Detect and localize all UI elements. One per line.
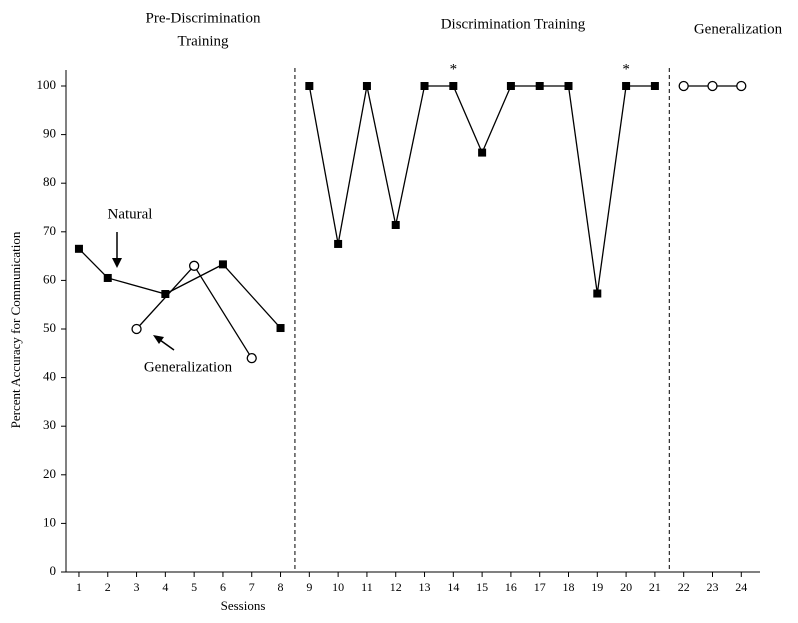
x-tick-label: 20 xyxy=(620,580,632,594)
annotation: Natural xyxy=(108,206,153,222)
x-tick-label: 5 xyxy=(191,580,197,594)
x-tick-label: 2 xyxy=(105,580,111,594)
marker xyxy=(305,82,314,90)
x-tick-label: 4 xyxy=(162,580,168,594)
y-tick-label: 0 xyxy=(50,563,57,578)
x-tick-label: 6 xyxy=(220,580,226,594)
x-tick-label: 7 xyxy=(249,580,255,594)
marker xyxy=(391,220,400,229)
marker xyxy=(650,82,659,90)
marker xyxy=(218,260,227,269)
y-tick-label: 40 xyxy=(43,369,56,384)
series-line xyxy=(308,85,655,294)
x-axis-title: Sessions xyxy=(221,598,266,613)
x-tick-label: 24 xyxy=(735,580,747,594)
x-tick-label: 13 xyxy=(419,580,431,594)
marker xyxy=(276,324,285,333)
x-tick-label: 22 xyxy=(678,580,690,594)
marker xyxy=(622,82,631,90)
phase-title: Generalization xyxy=(694,21,783,37)
x-tick-label: 12 xyxy=(390,580,402,594)
marker xyxy=(420,82,429,90)
marker xyxy=(678,80,689,92)
marker xyxy=(506,82,515,90)
phase-title: Training xyxy=(177,33,229,49)
marker xyxy=(593,289,602,298)
arrow xyxy=(159,339,175,351)
marker xyxy=(334,239,343,248)
arrow-head xyxy=(153,335,164,344)
phase-title: Pre-Discrimination xyxy=(146,10,261,26)
y-tick-label: 10 xyxy=(43,514,56,529)
marker xyxy=(246,353,257,364)
marker xyxy=(707,80,718,92)
x-tick-label: 18 xyxy=(563,580,575,594)
x-tick-label: 10 xyxy=(332,580,344,594)
x-tick-label: 11 xyxy=(361,580,373,594)
x-tick-label: 3 xyxy=(134,580,140,594)
asterisk: * xyxy=(450,61,458,77)
y-tick-label: 30 xyxy=(43,417,56,432)
marker xyxy=(449,82,458,90)
marker xyxy=(362,82,371,90)
y-tick-label: 100 xyxy=(37,77,57,92)
marker xyxy=(131,323,142,335)
marker xyxy=(736,80,747,92)
x-tick-label: 14 xyxy=(447,580,459,594)
x-tick-label: 19 xyxy=(591,580,603,594)
x-tick-label: 21 xyxy=(649,580,661,594)
y-axis-title: Percent Accuracy for Communication xyxy=(8,231,23,428)
y-tick-label: 50 xyxy=(43,320,56,335)
arrow-head xyxy=(112,258,122,268)
x-tick-label: 1 xyxy=(76,580,82,594)
series-line xyxy=(78,248,282,329)
x-tick-label: 15 xyxy=(476,580,488,594)
x-tick-label: 16 xyxy=(505,580,517,594)
x-tick-label: 8 xyxy=(278,580,284,594)
x-tick-label: 9 xyxy=(306,580,312,594)
marker xyxy=(535,82,544,90)
marker xyxy=(103,273,112,282)
annotation: Generalization xyxy=(144,359,233,375)
y-tick-label: 70 xyxy=(43,223,56,238)
asterisk: * xyxy=(622,61,630,77)
marker xyxy=(188,260,200,271)
marker xyxy=(161,290,170,299)
y-tick-label: 20 xyxy=(43,466,56,481)
x-tick-label: 23 xyxy=(706,580,718,594)
marker xyxy=(564,82,573,90)
x-tick-label: 17 xyxy=(534,580,546,594)
marker xyxy=(478,148,487,157)
y-tick-label: 80 xyxy=(43,174,56,189)
y-tick-label: 60 xyxy=(43,271,56,286)
phase-title: Discrimination Training xyxy=(441,16,586,32)
y-tick-label: 90 xyxy=(43,126,56,141)
marker xyxy=(74,244,83,253)
